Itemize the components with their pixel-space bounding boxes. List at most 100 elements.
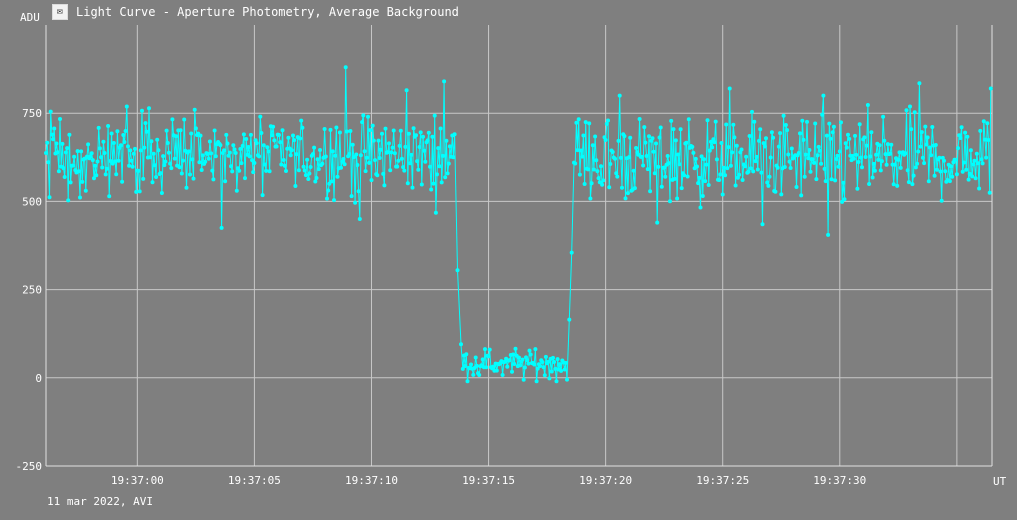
data-point (401, 165, 406, 170)
data-point (184, 185, 189, 190)
data-point (806, 156, 811, 161)
light-curve-app-icon[interactable]: ✉ (52, 4, 68, 20)
data-point (673, 138, 678, 143)
data-point (140, 108, 144, 113)
data-point (822, 166, 827, 171)
data-point (48, 109, 53, 114)
data-point (702, 157, 706, 162)
data-point (881, 114, 886, 119)
data-point (410, 185, 415, 190)
data-point (841, 180, 846, 185)
data-point (163, 159, 168, 164)
data-point (985, 121, 990, 126)
data-point (966, 177, 971, 182)
data-point (264, 168, 269, 173)
data-point (586, 167, 591, 172)
grid-lines (46, 25, 992, 467)
data-point (244, 137, 249, 141)
data-point (294, 152, 299, 157)
data-point (178, 128, 183, 133)
data-point (771, 135, 776, 140)
x-tick-label-0: 19:37:00 (111, 474, 164, 487)
data-point (423, 159, 428, 164)
data-point (623, 196, 628, 201)
data-point (422, 148, 427, 153)
data-point (383, 126, 388, 131)
data-point (904, 108, 909, 113)
x-axis-label: UT (993, 475, 1007, 488)
data-point (889, 142, 894, 147)
data-point (428, 164, 432, 169)
data-point (51, 137, 55, 142)
data-point (170, 117, 175, 122)
data-point (613, 156, 617, 161)
data-point (600, 182, 605, 187)
data-point (658, 125, 663, 130)
data-point (712, 140, 717, 145)
data-point (920, 155, 925, 160)
data-point (370, 123, 375, 128)
x-axis-ticks: 19:37:00 19:37:05 19:37:10 19:37:15 19:37:20… (111, 474, 866, 487)
data-point (834, 157, 839, 161)
data-point (429, 187, 434, 192)
data-point (371, 138, 376, 143)
data-point (717, 178, 722, 182)
data-point (840, 199, 845, 204)
data-point (606, 118, 610, 123)
data-point (695, 164, 699, 169)
data-point (565, 377, 569, 382)
data-point (919, 130, 924, 135)
data-point (754, 154, 759, 159)
data-point (237, 168, 242, 173)
data-point (162, 163, 167, 168)
data-point (573, 161, 578, 166)
data-point (207, 139, 212, 144)
data-point (740, 178, 745, 182)
data-point (142, 145, 147, 150)
data-point (779, 192, 784, 197)
data-point (631, 168, 636, 173)
data-point (335, 174, 340, 179)
data-point (378, 147, 383, 152)
data-point (443, 175, 448, 180)
data-point (709, 139, 713, 144)
data-point (765, 180, 770, 185)
data-point (67, 132, 72, 137)
data-point (312, 145, 317, 150)
data-point (643, 140, 648, 145)
data-point (388, 168, 393, 173)
data-point (853, 133, 857, 138)
data-point (596, 176, 601, 181)
data-point (141, 176, 146, 181)
data-point (662, 165, 667, 170)
data-point (675, 196, 680, 201)
data-point (222, 148, 226, 153)
x-tick-label-6: 19:37:30 (813, 474, 866, 487)
data-point (390, 145, 395, 150)
data-point (286, 135, 291, 140)
data-point (351, 155, 356, 160)
data-point (535, 366, 540, 371)
axes-frame (45, 25, 993, 467)
data-point (124, 104, 129, 109)
data-point (382, 183, 387, 188)
data-point (968, 148, 973, 153)
data-point (156, 148, 161, 153)
data-point (250, 158, 255, 163)
data-point (815, 153, 820, 158)
data-point (322, 127, 327, 131)
data-point (706, 183, 711, 187)
data-point (971, 162, 976, 167)
data-point (86, 142, 91, 147)
data-point (758, 127, 763, 132)
data-point (525, 358, 530, 363)
data-point (831, 124, 836, 129)
data-point (279, 162, 284, 167)
data-point (905, 168, 910, 173)
data-point (686, 117, 691, 122)
series-line (45, 67, 992, 382)
data-point (743, 164, 747, 169)
data-point (437, 164, 442, 169)
data-point (909, 127, 914, 132)
data-point (343, 65, 348, 70)
